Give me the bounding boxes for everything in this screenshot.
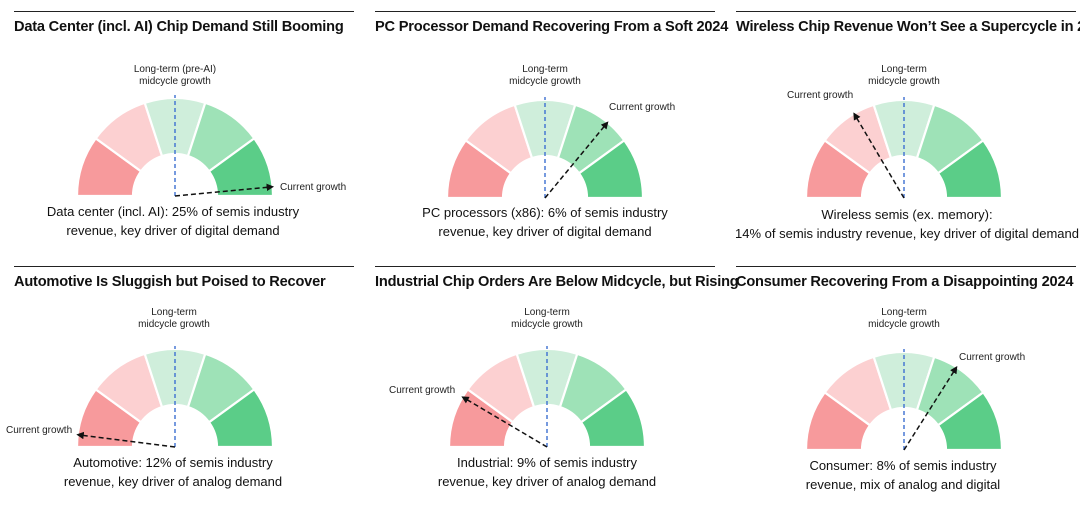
chart-caption: Industrial: 9% of semis industry revenue… [367,453,727,491]
caption-line-1: Automotive: 12% of semis industry [73,455,273,470]
caption-line-1: Consumer: 8% of semis industry [809,458,997,473]
midline-label-line-2: midcycle growth [138,319,210,330]
gauge-chart [447,346,647,449]
panel-title: Data Center (incl. AI) Chip Demand Still… [14,19,344,35]
chart-caption: Consumer: 8% of semis industry revenue, … [723,456,1080,494]
caption-line-2: revenue, key driver of digital demand [66,223,280,238]
midline-label-line-1: Long-term (pre-AI) [133,64,217,75]
midline-label: Long-term midcycle growth [824,64,984,88]
midline-label-line-2: midcycle growth [868,76,940,87]
panel-top-rule [736,266,1076,267]
panel-title: Automotive Is Sluggish but Poised to Rec… [14,274,326,290]
gauge-panel-wireless: Wireless Chip Revenue Won’t See a Superc… [735,11,1080,261]
pointer-label: Current growth [609,102,676,113]
panel-top-rule [14,266,354,267]
midline-label-line-1: Long-term [881,307,927,318]
caption-line-1: Industrial: 9% of semis industry [457,455,637,470]
gauge-chart [75,346,275,449]
caption-line-2: revenue, key driver of analog demand [437,474,657,489]
current-growth-arrow [544,121,609,199]
gauge-chart [804,97,1004,200]
panel-top-rule [14,11,354,12]
current-growth-arrow [76,431,176,448]
current-growth-arrow [853,112,905,199]
segment-very-strong [579,387,647,449]
current-growth-arrow [174,183,275,197]
panel-title: Wireless Chip Revenue Won’t See a Superc… [736,19,1080,35]
midline-label: Long-term (pre-AI) midcycle growth [95,64,255,88]
pointer-label: Current growth [389,385,456,396]
current-growth-arrow [903,365,958,451]
chart-caption: Wireless semis (ex. memory): 14% of semi… [722,205,1080,243]
midline-label-line-2: midcycle growth [509,76,581,87]
caption-line-1: Data center (incl. AI): 25% of semis ind… [46,204,300,219]
midline-label-line-2: midcycle growth [511,319,583,330]
segment-very-strong [207,136,275,198]
gauge-panel-industrial: Industrial Chip Orders Are Below Midcycl… [375,266,739,516]
midline-label: Long-term midcycle growth [465,64,625,88]
gauge-chart [804,349,1004,452]
gauge-panel-consumer: Consumer Recovering From a Disappointing… [736,266,1076,516]
caption-line-1: PC processors (x86): 6% of semis industr… [422,205,668,220]
gauge-chart [75,95,275,198]
midline-label: Long-term midcycle growth [824,307,984,331]
midline-label-line-1: Long-term [524,307,570,318]
panel-title: PC Processor Demand Recovering From a So… [375,19,729,35]
midline-label-line-2: midcycle growth [868,319,940,330]
pointer-label: Current growth [280,182,347,193]
midline-label-line-2: midcycle growth [139,76,211,87]
panel-top-rule [375,11,715,12]
current-growth-arrow [461,396,548,448]
pointer-label: Current growth [787,90,854,101]
gauge-panel-pc-processors: PC Processor Demand Recovering From a So… [375,11,728,261]
chart-caption: PC processors (x86): 6% of semis industr… [365,203,725,241]
midline-label-line-1: Long-term [522,64,568,75]
panel-title: Industrial Chip Orders Are Below Midcycl… [375,274,739,290]
gauge-panel-automotive: Automotive Is Sluggish but Poised to Rec… [6,266,354,516]
caption-line-2: revenue, mix of analog and digital [805,477,1001,492]
panel-top-rule [375,266,715,267]
panel-top-rule [736,11,1076,12]
segment-very-strong [577,138,645,200]
midline-label: Long-term midcycle growth [467,307,627,331]
gauge-panel-data-center: Data Center (incl. AI) Chip Demand Still… [14,11,354,261]
segment-very-strong [936,138,1004,200]
midline-label-line-1: Long-term [151,307,197,318]
chart-caption: Automotive: 12% of semis industry revenu… [0,453,353,491]
gauge-chart [445,97,645,200]
caption-line-2: revenue, key driver of digital demand [438,224,652,239]
caption-line-2: revenue, key driver of analog demand [63,474,283,489]
midline-label: Long-term midcycle growth [94,307,254,331]
chart-caption: Data center (incl. AI): 25% of semis ind… [0,202,353,240]
segment-very-strong [207,387,275,449]
caption-line-1: Wireless semis (ex. memory): [821,207,993,222]
pointer-label: Current growth [6,425,73,436]
panel-title: Consumer Recovering From a Disappointing… [736,274,1074,290]
pointer-label: Current growth [959,352,1026,363]
midline-label-line-1: Long-term [881,64,927,75]
caption-line-2: 14% of semis industry revenue, key drive… [735,226,1079,241]
segment-very-strong [936,390,1004,452]
